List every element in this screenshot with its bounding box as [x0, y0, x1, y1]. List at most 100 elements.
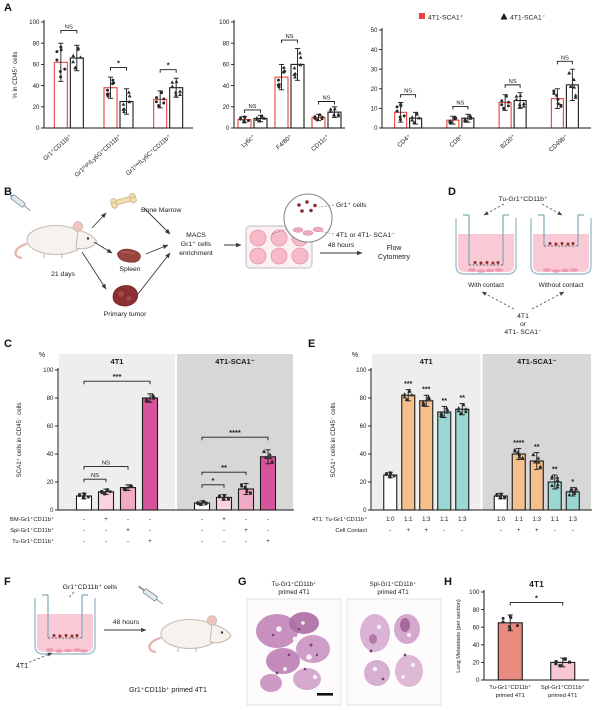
- data-point: [555, 478, 560, 482]
- data-point: [573, 95, 578, 99]
- bar: [455, 408, 470, 511]
- matrix-cell: +: [148, 539, 152, 545]
- data-point: [402, 114, 406, 118]
- matrix-row-label: Spl-Gr1⁺CD11b⁺: [10, 527, 54, 534]
- data-point: [196, 502, 200, 506]
- y-tick-label: 40: [223, 83, 230, 90]
- data-point: [332, 112, 336, 117]
- unit-label: %: [39, 352, 45, 359]
- data-point: [521, 101, 526, 105]
- data-point: [155, 96, 159, 100]
- matrix-cell: +: [424, 528, 428, 534]
- bar: [497, 622, 523, 681]
- matrix-cell: -: [267, 528, 269, 534]
- data-point: [555, 475, 560, 479]
- data-point: [392, 474, 396, 478]
- sig-label: NS: [248, 104, 256, 110]
- legend-label: 4T1-SCA1⁻: [510, 15, 546, 22]
- data-point: [112, 81, 116, 85]
- matrix-cell: -: [201, 539, 203, 545]
- chart-svg: 0 10 20 30 40 50 CD4⁺ CD8⁺ B220⁺ CD49b⁺ NS NS NS NS 4T…: [371, 13, 591, 154]
- data-point: [495, 494, 499, 498]
- matrix-cell: -: [500, 528, 502, 534]
- y-tick-label: 80: [47, 395, 54, 402]
- data-point: [298, 62, 303, 67]
- arrow-spleen-to-macs: [145, 244, 169, 255]
- pointer-arrow: [483, 203, 505, 216]
- data-point: [499, 496, 503, 500]
- data-point: [513, 449, 517, 453]
- data-point: [509, 616, 513, 620]
- data-point: [292, 65, 297, 70]
- data-point: [100, 489, 104, 493]
- data-point: [517, 455, 522, 459]
- y-tick-label: 40: [360, 451, 367, 458]
- data-point: [552, 92, 556, 96]
- sig-bracket: [60, 30, 78, 34]
- y-tick-label: 80: [473, 607, 480, 614]
- data-point: [426, 394, 431, 399]
- data-point: [556, 102, 560, 106]
- sig-bracket: [83, 380, 151, 385]
- bar: [437, 411, 452, 511]
- data-point: [86, 495, 90, 499]
- sig-label: *: [167, 61, 170, 70]
- arrow-to-bone-marrow: [91, 212, 107, 229]
- data-point: [388, 474, 392, 478]
- data-point: [501, 620, 505, 624]
- matrix-cell: -: [105, 539, 107, 545]
- data-point: [555, 94, 559, 98]
- sig-label: NS: [404, 89, 412, 95]
- data-point: [277, 83, 281, 87]
- panel-d-contact-diagram: Tu-Gr1⁺CD11b⁺: [450, 192, 596, 340]
- data-point: [399, 104, 403, 108]
- data-point: [262, 116, 267, 120]
- primary-tumor-icon: [112, 285, 139, 307]
- data-point: [502, 107, 506, 111]
- data-point: [264, 455, 268, 460]
- with-contact-label: With contact: [468, 282, 504, 289]
- mouse-icon: [14, 221, 98, 260]
- y-axis-label: Lung Metastasis (per section): [456, 599, 462, 673]
- y-tick-label: 20: [33, 104, 40, 111]
- y-tick-label: 100: [219, 19, 230, 26]
- data-point: [516, 450, 520, 454]
- data-point: [276, 78, 280, 82]
- y-tick-label: 10: [371, 106, 378, 113]
- panel-h-lung-metastasis-chart: 0 20 40 60 80 100 Lung Metastasis (per section…: [452, 576, 595, 708]
- data-point: [563, 657, 567, 661]
- data-point: [507, 625, 511, 629]
- data-point: [328, 107, 333, 111]
- data-point: [123, 488, 127, 492]
- y-tick-label: 20: [371, 86, 378, 93]
- data-point: [332, 114, 337, 118]
- matrix-cell: -: [554, 528, 556, 534]
- data-point: [170, 84, 175, 88]
- bar: [383, 474, 398, 511]
- hours-label: 48 hours: [328, 242, 355, 249]
- sig-label: *: [117, 59, 120, 68]
- matrix-row-label: BM-Gr1⁺CD11b⁺: [10, 516, 54, 523]
- data-point: [410, 392, 414, 397]
- y-tick-label: 40: [33, 83, 40, 90]
- data-point: [268, 455, 273, 460]
- data-point: [550, 483, 554, 487]
- data-point: [242, 119, 246, 123]
- data-point: [106, 488, 110, 492]
- panel-label-h: H: [444, 576, 452, 588]
- data-point: [336, 113, 341, 118]
- matrix-row-label: Tu-Gr1⁺CD11b⁺: [12, 538, 54, 545]
- syringe-icon: [138, 585, 164, 605]
- y-axis-label: SCA1⁺ cells in CD45⁻ cells: [16, 403, 23, 478]
- matrix-cell: +: [535, 528, 539, 534]
- data-point: [318, 113, 322, 117]
- data-point: [402, 392, 407, 396]
- matrix-cell: -: [105, 528, 107, 534]
- y-tick-label: 100: [29, 19, 40, 26]
- data-point: [202, 499, 206, 503]
- matrix-cell: 1:1: [440, 517, 449, 523]
- sig-stars: **: [534, 444, 540, 451]
- data-point: [536, 460, 541, 464]
- data-point: [572, 77, 576, 82]
- data-point: [515, 624, 519, 628]
